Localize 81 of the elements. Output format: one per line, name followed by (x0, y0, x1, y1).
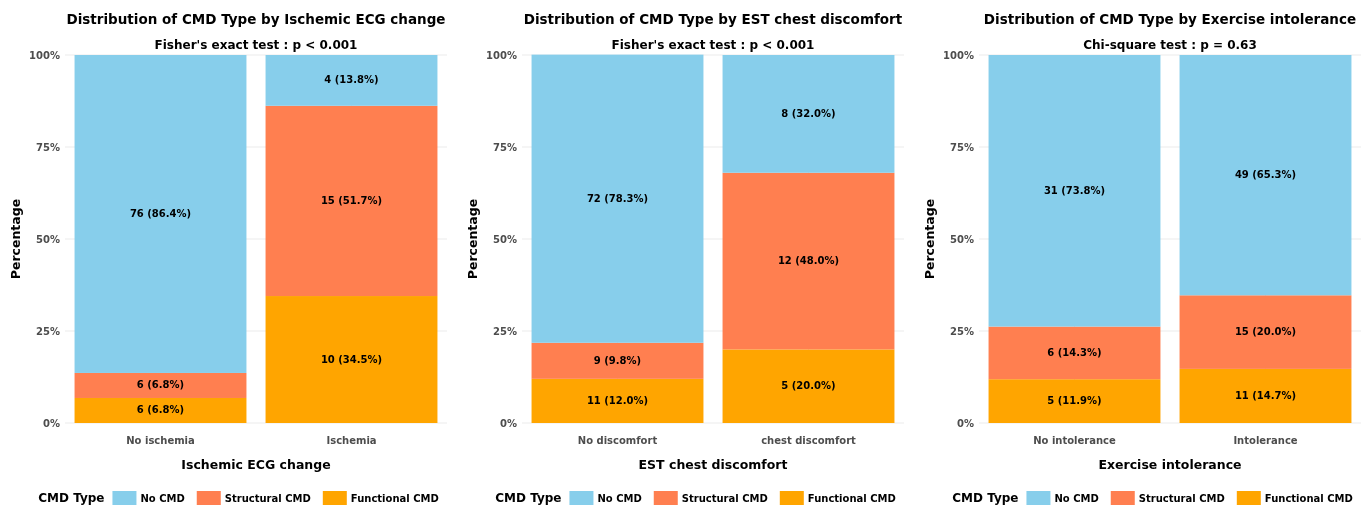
chart-subtitle: Fisher's exact test : p < 0.001 (154, 38, 358, 52)
data-label: 76 (86.4%) (129, 207, 192, 219)
bar (265, 55, 438, 106)
y-tick-label: 25% (36, 325, 60, 337)
y-tick-label: 100% (486, 49, 517, 61)
y-tick-label: 0% (957, 417, 974, 429)
data-label: 5 (20.0%) (781, 380, 836, 392)
bar (722, 172, 895, 350)
bar (1179, 295, 1352, 369)
chart-title: Distribution of CMD Type by Ischemic ECG change (66, 11, 446, 27)
x-tick-label: No intolerance (1033, 435, 1117, 447)
chart-title: Distribution of CMD Type by Exercise intolerance (983, 11, 1357, 27)
data-label: 15 (20.0%) (1234, 326, 1297, 338)
y-tick-label: 0% (43, 417, 60, 429)
legend-label: Structural CMD (1138, 493, 1225, 504)
data-label: 11 (12.0%) (586, 394, 649, 406)
data-label: 49 (65.3%) (1234, 169, 1297, 181)
y-tick-label: 75% (493, 141, 517, 153)
bar (74, 397, 247, 423)
bar (722, 55, 895, 173)
y-tick-label: 0% (500, 417, 517, 429)
legend-label: Functional CMD (1264, 493, 1353, 504)
data-label: 12 (48.0%) (777, 255, 840, 267)
x-tick-label: chest discomfort (761, 435, 857, 447)
y-axis-title: Percentage (922, 198, 937, 280)
y-tick-label: 100% (29, 49, 60, 61)
data-label: 10 (34.5%) (320, 353, 383, 365)
y-tick-label: 75% (950, 141, 974, 153)
data-label: 5 (11.9%) (1047, 395, 1102, 407)
data-label: 15 (51.7%) (320, 194, 383, 206)
y-tick-label: 50% (493, 233, 517, 245)
x-tick-label: Ischemia (326, 435, 377, 447)
chart-title: Distribution of CMD Type by EST chest discomfort (523, 11, 903, 27)
bar (722, 349, 895, 423)
data-label: 72 (78.3%) (586, 192, 649, 204)
bar (531, 342, 704, 379)
data-label: 4 (13.8%) (324, 74, 379, 86)
x-axis-title: Exercise intolerance (1098, 457, 1242, 472)
x-tick-label: No ischemia (126, 435, 195, 447)
y-tick-label: 50% (36, 233, 60, 245)
data-label: 11 (14.7%) (1234, 389, 1297, 401)
x-tick-label: No discomfort (577, 435, 658, 447)
chart-subtitle: Chi-square test : p = 0.63 (1083, 38, 1257, 52)
legend-title: CMD Type (38, 491, 105, 505)
data-label: 31 (73.8%) (1043, 184, 1106, 196)
y-tick-label: 25% (950, 325, 974, 337)
y-tick-label: 100% (943, 49, 974, 61)
x-axis-title: Ischemic ECG change (181, 457, 331, 472)
x-axis-title: EST chest discomfort (638, 457, 788, 472)
data-label: 8 (32.0%) (781, 107, 836, 119)
bar (265, 105, 438, 297)
legend-label: Functional CMD (350, 493, 439, 504)
legend-label: Functional CMD (807, 493, 896, 504)
bar (74, 55, 247, 373)
bar (988, 326, 1161, 380)
legend-title: CMD Type (952, 491, 1019, 505)
data-label: 6 (14.3%) (1047, 346, 1102, 358)
data-label: 9 (9.8%) (593, 354, 642, 366)
legend-label: Structural CMD (681, 493, 768, 504)
data-label: 6 (6.8%) (136, 404, 185, 416)
legend-label: No CMD (140, 493, 185, 504)
chart-subtitle: Fisher's exact test : p < 0.001 (611, 38, 815, 52)
bar (988, 55, 1161, 327)
bar (531, 378, 704, 423)
y-tick-label: 25% (493, 325, 517, 337)
legend-title: CMD Type (495, 491, 562, 505)
y-axis-title: Percentage (465, 198, 480, 280)
legend-label: No CMD (597, 493, 642, 504)
y-axis-title: Percentage (8, 198, 23, 280)
data-label: 6 (6.8%) (136, 379, 185, 391)
bar (74, 372, 247, 398)
bar (1179, 55, 1352, 296)
bar (988, 379, 1161, 423)
y-tick-label: 50% (950, 233, 974, 245)
legend-label: No CMD (1054, 493, 1099, 504)
y-tick-label: 75% (36, 141, 60, 153)
bar (531, 54, 704, 343)
x-tick-label: Intolerance (1233, 435, 1298, 447)
legend-label: Structural CMD (224, 493, 311, 504)
bar (1179, 368, 1352, 423)
bar (265, 296, 438, 423)
